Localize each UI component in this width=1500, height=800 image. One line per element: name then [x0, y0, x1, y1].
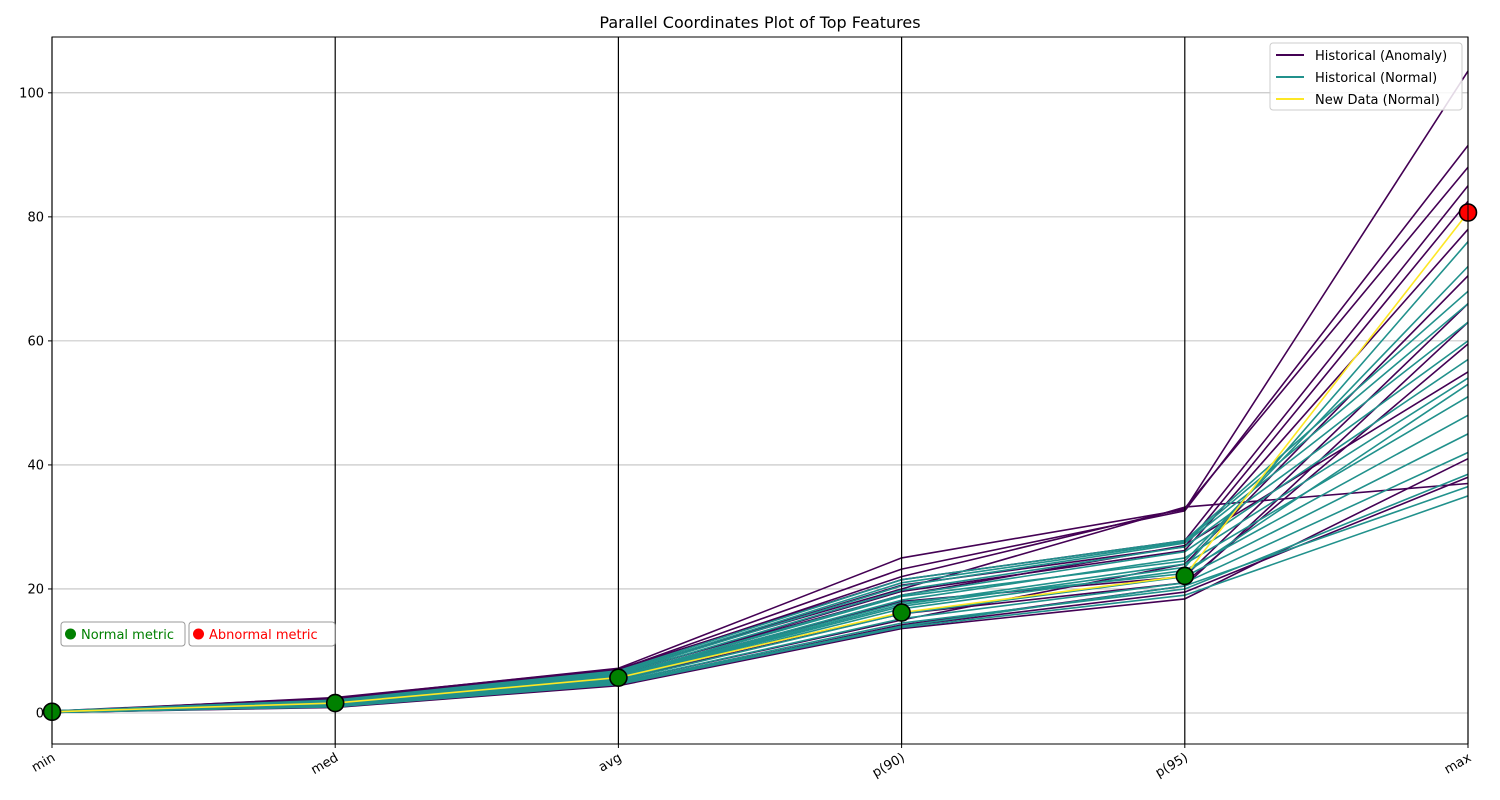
abnormal-metric-label: Abnormal metric	[209, 628, 318, 643]
x-tick-label: max	[1442, 750, 1474, 777]
legend: Historical (Anomaly) Historical (Normal) N…	[1269, 42, 1463, 111]
series-line-0-3	[51, 185, 1469, 713]
y-tick-label: 60	[27, 334, 44, 349]
y-tick-label: 0	[36, 706, 44, 721]
normal-metric-dot	[65, 628, 76, 640]
metric-marker-3	[892, 603, 911, 622]
y-axis: 0 20 40 60 80 100	[19, 86, 52, 721]
y-tick-label: 100	[19, 86, 44, 101]
x-tick-label: min	[29, 750, 58, 775]
x-tick-label: avg	[596, 750, 624, 775]
metric-legend: Normal metric Abnormal metric	[60, 621, 336, 647]
series-line-0-12	[51, 482, 1469, 713]
series-line-1-11	[51, 290, 1469, 712]
metric-marker-2	[609, 668, 628, 687]
series-line-1-14	[51, 485, 1469, 714]
x-tick-label: p(95)	[1153, 750, 1191, 780]
legend-label-2: New Data (Normal)	[1315, 93, 1440, 108]
series-lines	[51, 70, 1469, 714]
chart-title: Parallel Coordinates Plot of Top Feature…	[599, 13, 920, 32]
grid-lines	[52, 92, 1468, 714]
normal-metric-label: Normal metric	[81, 628, 174, 643]
metric-marker-4	[1175, 566, 1195, 586]
y-tick-label: 40	[27, 458, 44, 473]
x-tick-label: p(90)	[870, 750, 908, 780]
y-tick-label: 20	[27, 582, 44, 597]
series-line-1-15	[51, 383, 1469, 713]
legend-box	[1269, 42, 1463, 111]
series-line-1-6	[51, 377, 1469, 713]
legend-label-0: Historical (Anomaly)	[1315, 49, 1447, 64]
normal-metric-box	[60, 621, 186, 647]
series-line-0-10	[51, 457, 1469, 714]
series-line-1-0	[51, 495, 1469, 714]
abnormal-metric-box	[188, 621, 336, 647]
legend-label-1: Historical (Normal)	[1315, 71, 1437, 86]
series-line-2-0	[51, 212, 1469, 713]
series-line-1-1	[51, 473, 1469, 714]
series-line-0-0	[51, 70, 1469, 712]
metric-marker-1	[325, 693, 345, 713]
x-tick-label: med	[309, 750, 342, 777]
series-line-1-7	[51, 358, 1469, 713]
abnormal-metric-dot	[193, 628, 204, 640]
plot-frame	[51, 36, 1469, 745]
series-line-1-5	[51, 396, 1469, 713]
x-axis: min med avg p(90) p(95) max	[29, 744, 1474, 781]
series-line-1-3	[51, 433, 1469, 713]
y-tick-label: 80	[27, 210, 44, 225]
